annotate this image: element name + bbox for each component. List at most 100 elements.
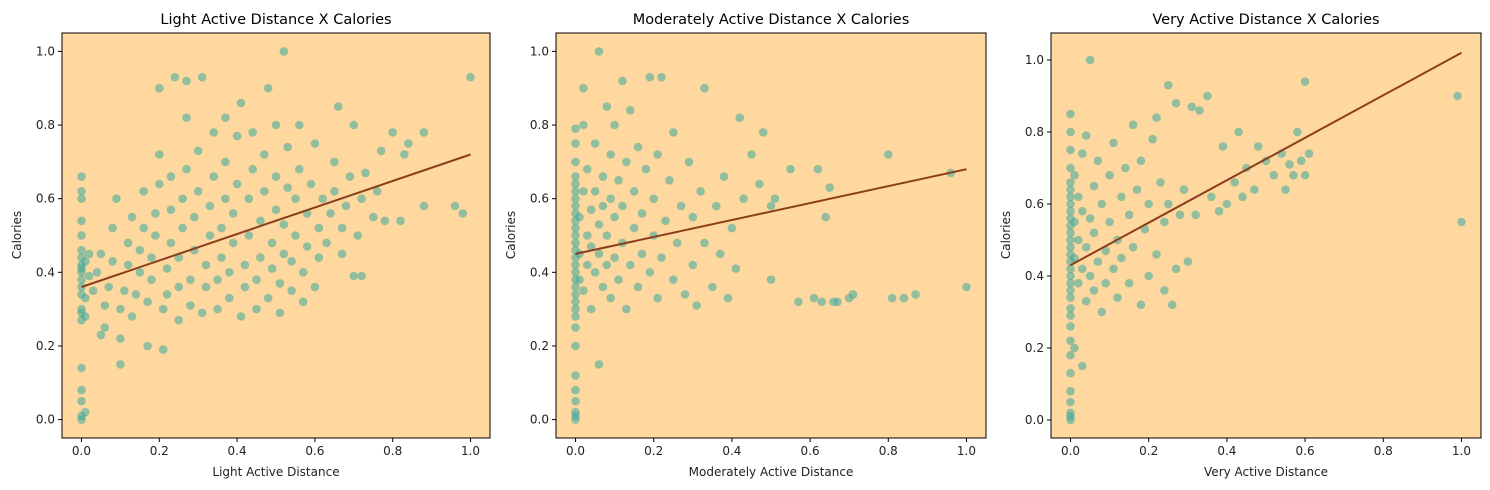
data-point (1074, 192, 1083, 202)
data-point (88, 286, 98, 296)
data-point (766, 201, 776, 211)
y-tick-label: 0.8 (36, 118, 55, 132)
data-point (598, 201, 608, 211)
data-point (186, 301, 195, 310)
data-point (213, 275, 222, 285)
x-tick-label: 0.8 (1374, 444, 1393, 458)
data-point (419, 201, 429, 211)
data-point (1183, 257, 1193, 266)
data-point (653, 150, 662, 159)
plot-area (62, 33, 490, 438)
data-point (1117, 253, 1126, 263)
data-point (372, 187, 382, 196)
data-point (575, 275, 584, 285)
chart-title: Very Active Distance X Calories (1152, 12, 1379, 28)
data-point (809, 293, 819, 303)
data-point (81, 257, 90, 266)
data-point (1101, 246, 1110, 256)
data-point (571, 268, 580, 277)
data-point (1085, 271, 1095, 281)
data-point (1238, 192, 1247, 202)
data-point (155, 150, 164, 159)
y-tick-label: 0.2 (530, 339, 549, 353)
data-point (135, 268, 145, 277)
data-point (77, 187, 86, 196)
data-point (1300, 77, 1310, 86)
data-point (1214, 206, 1224, 216)
data-point (1144, 271, 1153, 281)
data-point (166, 238, 176, 248)
data-point (669, 128, 678, 137)
data-point (357, 271, 366, 281)
chart-title: Light Active Distance X Calories (160, 12, 391, 28)
data-point (147, 253, 156, 262)
data-point (1453, 91, 1462, 101)
data-point (1066, 293, 1075, 302)
data-point (766, 275, 776, 285)
data-point (618, 201, 627, 211)
y-tick-label: 0.0 (1025, 413, 1044, 427)
data-point (158, 304, 168, 314)
data-point (77, 385, 86, 395)
data-point (1085, 55, 1095, 65)
data-point (571, 260, 580, 270)
data-point (571, 179, 580, 189)
x-tick-label: 0.8 (383, 444, 402, 458)
data-point (166, 172, 176, 181)
data-point (166, 205, 176, 214)
data-point (1269, 170, 1279, 180)
x-tick-label: 0.4 (722, 444, 741, 458)
data-point (77, 194, 86, 203)
data-point (579, 83, 588, 93)
data-point (1066, 304, 1075, 313)
data-point (1089, 286, 1099, 295)
data-point (1117, 192, 1126, 202)
data-point (155, 83, 164, 93)
data-point (96, 330, 106, 340)
y-tick-label: 0.4 (36, 265, 55, 279)
data-point (1066, 206, 1075, 216)
data-point (583, 164, 592, 174)
y-axis-label: Calories (999, 211, 1013, 259)
data-point (330, 187, 339, 196)
data-point (1156, 178, 1165, 187)
data-point (112, 194, 121, 203)
chart-title: Moderately Active Distance X Calories (633, 12, 910, 28)
data-point (1066, 242, 1075, 252)
data-point (637, 249, 647, 259)
data-point (295, 164, 304, 174)
data-point (1066, 286, 1075, 295)
data-point (1066, 235, 1075, 245)
data-point (81, 312, 90, 321)
data-point (602, 102, 612, 111)
data-point (279, 47, 289, 56)
data-point (232, 131, 242, 141)
data-point (1293, 127, 1302, 137)
data-point (116, 334, 125, 343)
x-tick-label: 0.0 (1061, 444, 1080, 458)
data-point (583, 231, 592, 240)
x-ticks: 0.0 0.2 0.4 0.6 0.8 1.0 (1061, 438, 1471, 458)
data-point (396, 216, 405, 226)
data-point (1078, 206, 1087, 216)
regression-line (1070, 51, 1462, 267)
data-point (240, 282, 250, 292)
data-point (1066, 264, 1075, 274)
data-point (1124, 278, 1134, 288)
data-point (571, 201, 580, 211)
data-point (1128, 242, 1138, 252)
data-point (1187, 102, 1196, 112)
data-point (143, 341, 152, 351)
data-point (186, 275, 195, 285)
x-tick-label: 1.0 (1452, 444, 1471, 458)
data-point (205, 201, 215, 211)
data-point (92, 268, 102, 277)
data-point (458, 209, 468, 218)
data-point (178, 194, 187, 203)
data-point (1105, 170, 1114, 180)
data-point (1066, 109, 1075, 119)
data-point (182, 76, 191, 86)
data-point (100, 301, 110, 310)
data-point (614, 176, 623, 185)
data-point (1078, 149, 1087, 158)
